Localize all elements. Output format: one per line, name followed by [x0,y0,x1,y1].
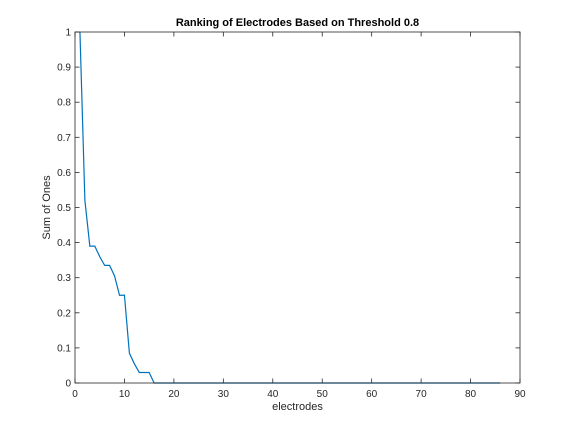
y-tick-label: 0.7 [57,133,71,144]
y-tick-label: 0.4 [57,238,71,249]
axis-ticks [74,31,521,384]
y-axis-title: Sum of Ones [41,175,53,240]
x-tick-label: 20 [168,389,180,400]
axes-box [74,31,521,384]
x-tick-label: 50 [317,389,329,400]
y-tick-label: 1 [65,28,71,39]
x-tick-label: 0 [72,389,78,400]
plot-area [75,32,520,383]
y-tick-label: 0 [65,379,71,390]
y-tick-label: 0.6 [57,168,71,179]
x-tick-label: 90 [514,389,526,400]
y-tick-label: 0.9 [57,63,71,74]
x-axis-title: electrodes [272,401,323,413]
tick-labels: 0 10 20 30 40 50 60 70 80 90 0 0.1 0.2 0.3 0.4 0.5 0.6 0.… [57,28,526,401]
x-tick-label: 80 [465,389,477,400]
series-line [79,31,501,384]
y-tick-label: 0.8 [57,98,71,109]
y-tick-label: 0.3 [57,273,71,284]
x-tick-label: 60 [366,389,378,400]
chart-title: Ranking of Electrodes Based on Threshold… [176,17,419,29]
y-tick-label: 0.1 [57,343,71,354]
x-tick-label: 70 [416,389,428,400]
x-tick-label: 30 [218,389,230,400]
y-tick-label: 0.2 [57,308,71,319]
y-tick-label: 0.5 [57,203,71,214]
x-tick-label: 10 [119,389,131,400]
x-tick-label: 40 [267,389,279,400]
